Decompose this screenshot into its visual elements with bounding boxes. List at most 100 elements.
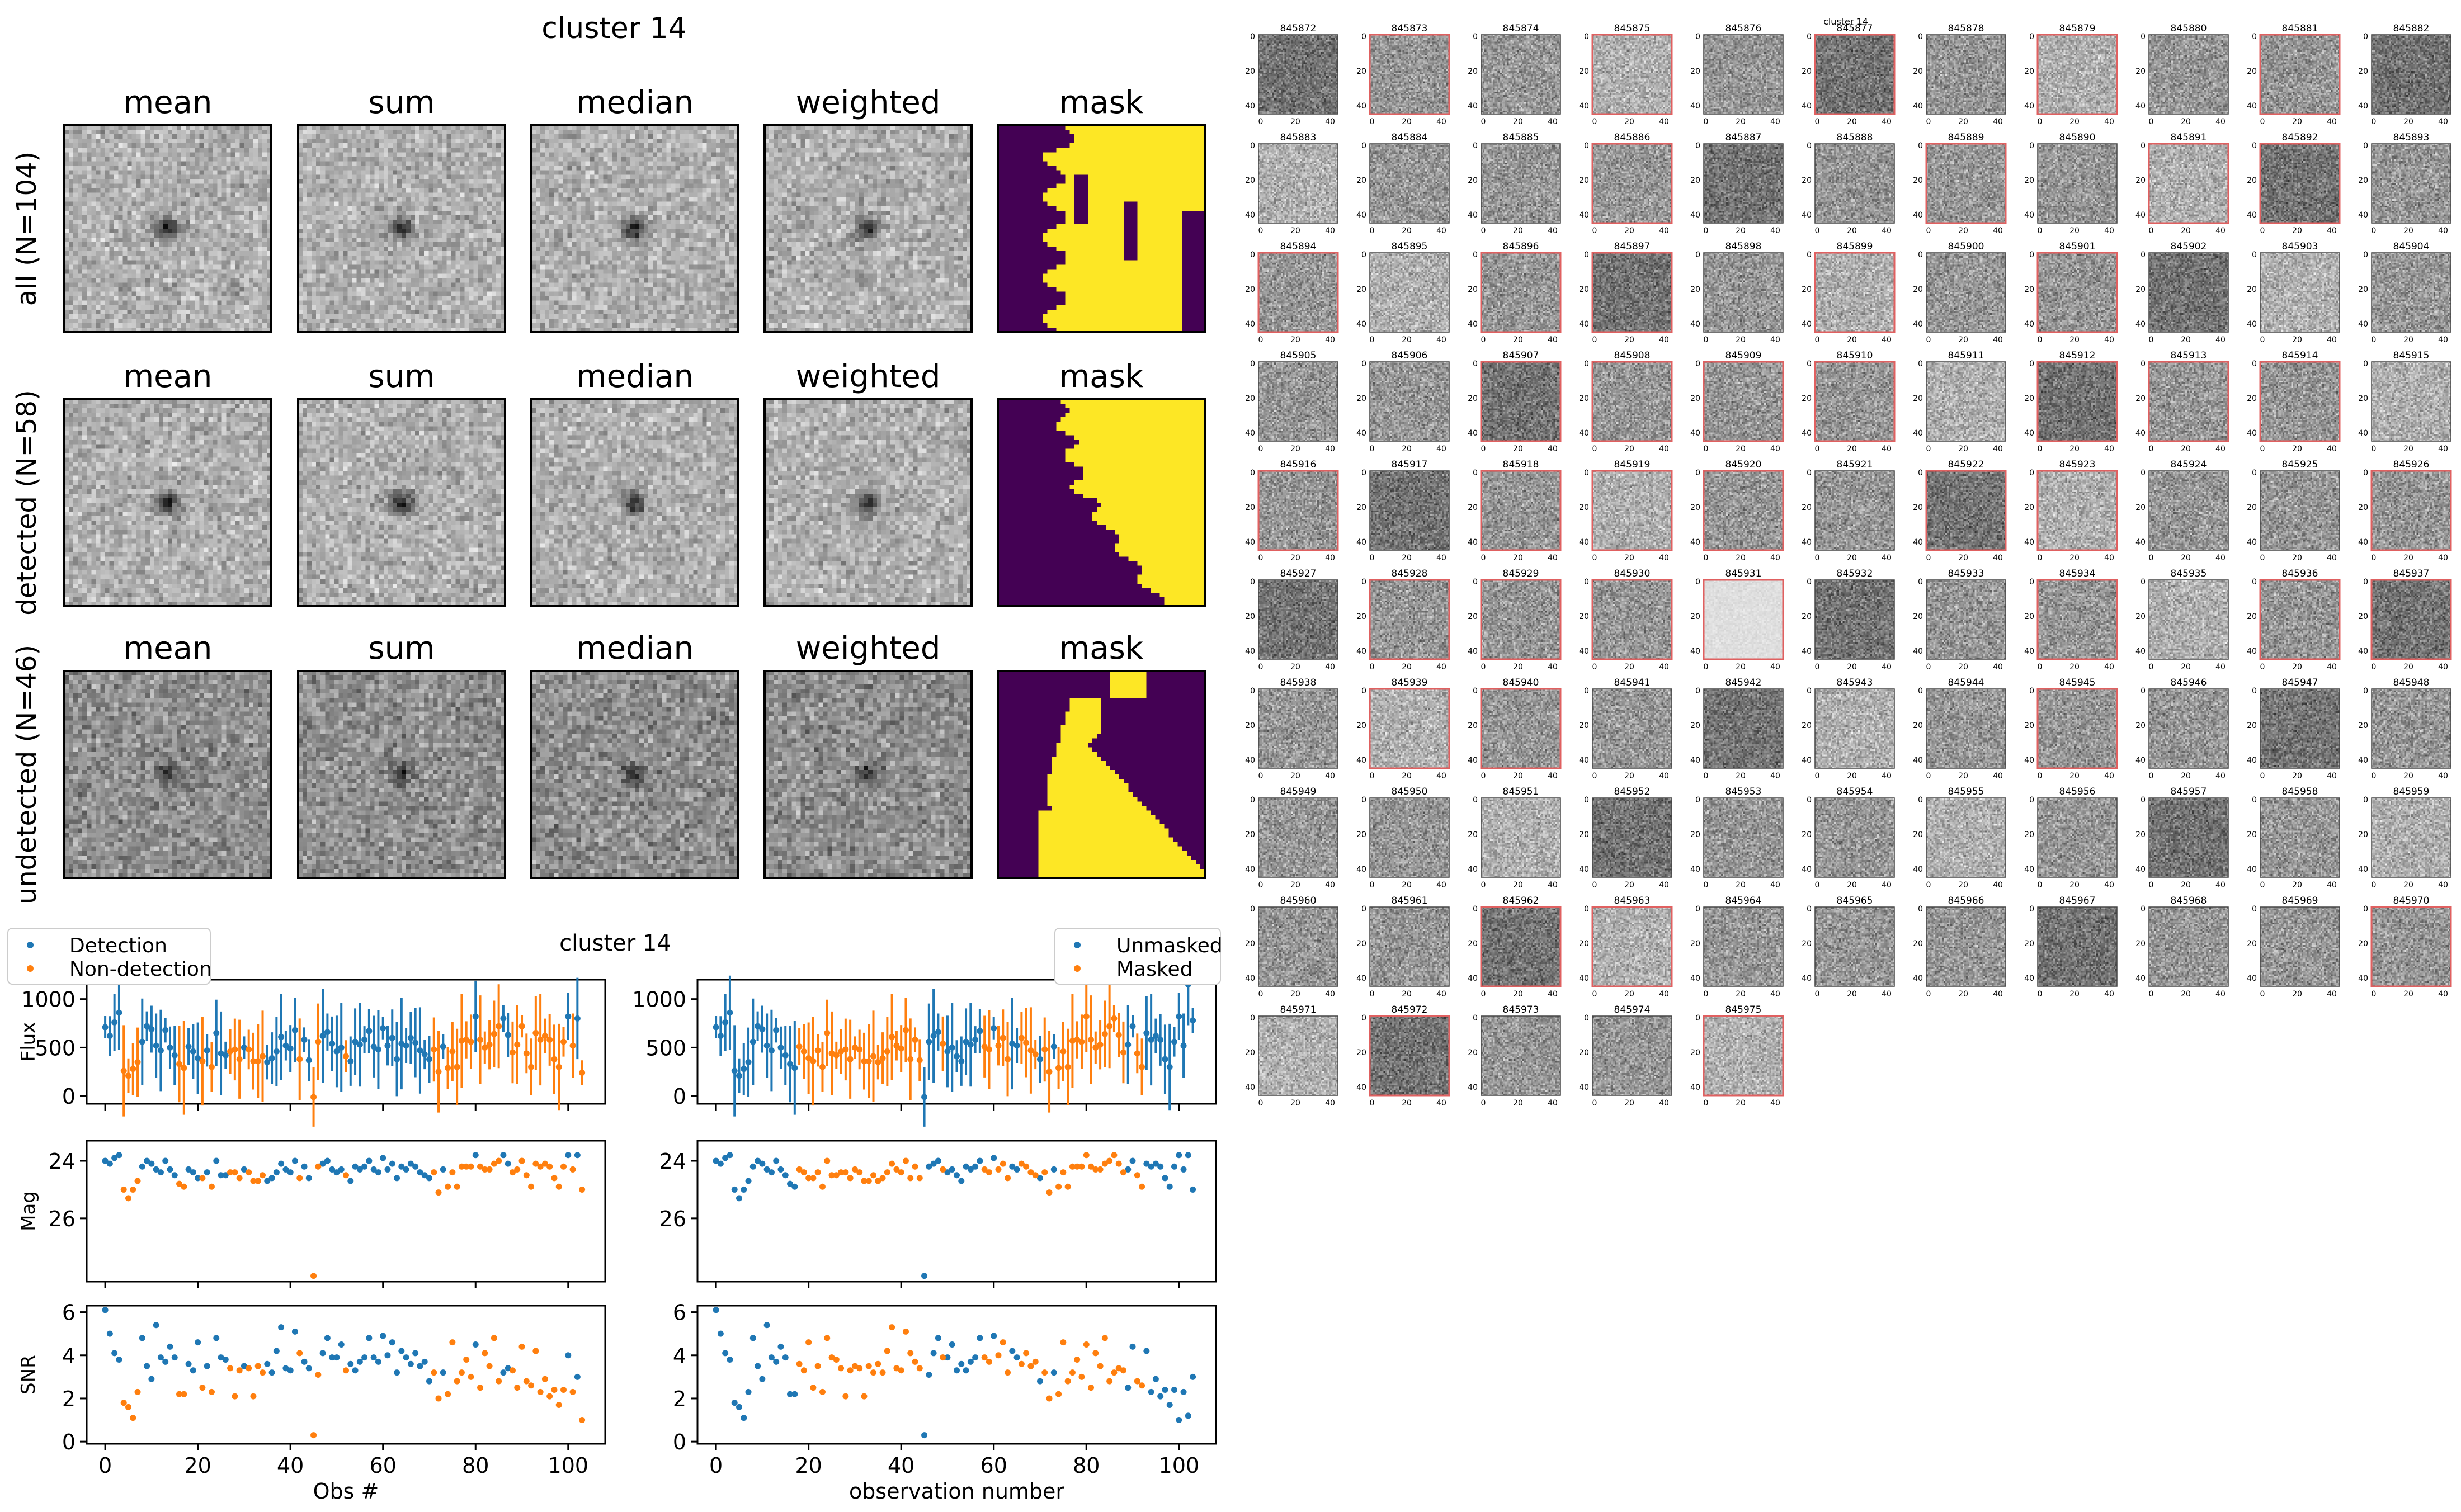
data-point [565,1013,572,1020]
data-point [819,1064,826,1070]
data-point [236,1056,243,1062]
cutout-x-tick: 40 [1882,117,1892,126]
data-point [782,1354,789,1361]
cutout-image [1704,1016,1783,1095]
data-point [560,1163,567,1170]
cutout-x-tick: 0 [1704,117,1709,126]
cutout-x-tick: 0 [1370,226,1375,235]
cutout-id: 845948 [2393,677,2430,688]
cutout-x-tick: 40 [1770,663,1780,672]
cutout-y-tick: 40 [2247,974,2257,983]
cutout-y-tick: 20 [1468,721,1478,730]
data-point [528,1183,535,1190]
cutout-y-tick: 40 [1579,102,1589,111]
data-point [741,1066,747,1072]
cutout-y-tick: 0 [2252,578,2257,587]
data-point [967,1041,974,1048]
cutout-y-tick: 40 [1802,974,1812,983]
data-point [847,1367,854,1374]
cutout-y-tick: 40 [1579,320,1589,329]
data-point [102,1307,109,1313]
data-point [851,1363,858,1369]
cutout-x-tick: 40 [1436,336,1446,344]
cutout-y-tick: 40 [1245,647,1255,656]
cutout-x-tick: 20 [2292,554,2302,563]
data-point [139,1335,145,1341]
cutout-y-tick: 40 [1579,865,1589,874]
data-point [315,1038,322,1045]
cutout-y-tick: 0 [1584,251,1589,259]
cutout-y-tick: 0 [1250,32,1255,41]
cutout-y-tick: 20 [2358,394,2368,403]
cutout-image [2260,471,2340,550]
cutout-y-tick: 20 [2358,176,2368,185]
cutout-y-tick: 20 [2024,285,2034,294]
cutout-y-tick: 20 [1579,830,1589,839]
cutout-y-tick: 40 [1245,211,1255,220]
column-label: mean [124,84,213,121]
cutout-x-tick: 40 [1659,445,1669,453]
data-point [134,1388,141,1395]
cutout-x-tick: 40 [1436,772,1446,781]
data-point [347,1360,354,1367]
image-frame [997,124,1206,333]
cutout-y-tick: 40 [1579,538,1589,547]
data-point [749,1038,756,1045]
data-point [791,1183,798,1190]
cutout-y-tick: 0 [2141,141,2146,150]
data-point [930,1160,937,1167]
cutout-image [2372,144,2451,223]
data-point [482,1350,488,1357]
cutout-x-tick: 40 [2327,772,2337,781]
data-point [870,1053,877,1060]
data-point [356,1166,363,1173]
cutout-image [1815,471,1894,550]
cutout-image [2038,253,2117,332]
cutout-id: 845879 [2059,23,2096,34]
data-point [199,1175,206,1182]
cutout-y-tick: 40 [1356,1083,1366,1092]
cutout-x-tick: 0 [1704,554,1709,563]
cutout-x-tick: 20 [1847,990,1857,999]
row-label: all (N=104) [11,152,43,306]
cutout-y-tick: 0 [1473,578,1478,587]
y-tick-label: 500 [35,1036,76,1060]
data-point [1000,1034,1006,1041]
cutout-y-tick: 40 [2247,865,2257,874]
cutout-image [2372,362,2451,441]
cutout-image [1704,253,1783,332]
cutout-image [1258,798,1338,877]
data-point [782,1172,789,1179]
cutout-x-tick: 0 [1592,554,1597,563]
cutout-x-tick: 0 [1481,445,1486,453]
data-point [921,1094,928,1100]
data-point [977,1335,983,1341]
data-point [1036,1378,1043,1385]
data-point [227,1365,234,1372]
data-point [268,1175,275,1182]
cutout-x-tick: 40 [2215,663,2226,672]
data-point [541,1033,548,1040]
cutout-image [2149,798,2228,877]
cutout-image [2260,907,2340,986]
data-point [768,1169,775,1176]
data-point [981,1166,988,1173]
cutout-x-tick: 0 [2372,772,2377,781]
data-point [814,1363,821,1369]
data-point [856,1046,863,1053]
cutout-frame [1369,906,1450,987]
data-point [1046,1189,1053,1196]
lightcurve-title: cluster 14 [559,930,671,956]
cutout-frame [1814,143,1895,224]
cutout-y-tick: 40 [1245,102,1255,111]
data-point [1041,1369,1048,1376]
cutout-frame [1814,906,1895,987]
x-axis-label: Obs # [313,1479,379,1504]
stacked-image [531,125,738,332]
data-point [333,1354,340,1361]
cutout-x-tick: 20 [1736,336,1746,344]
